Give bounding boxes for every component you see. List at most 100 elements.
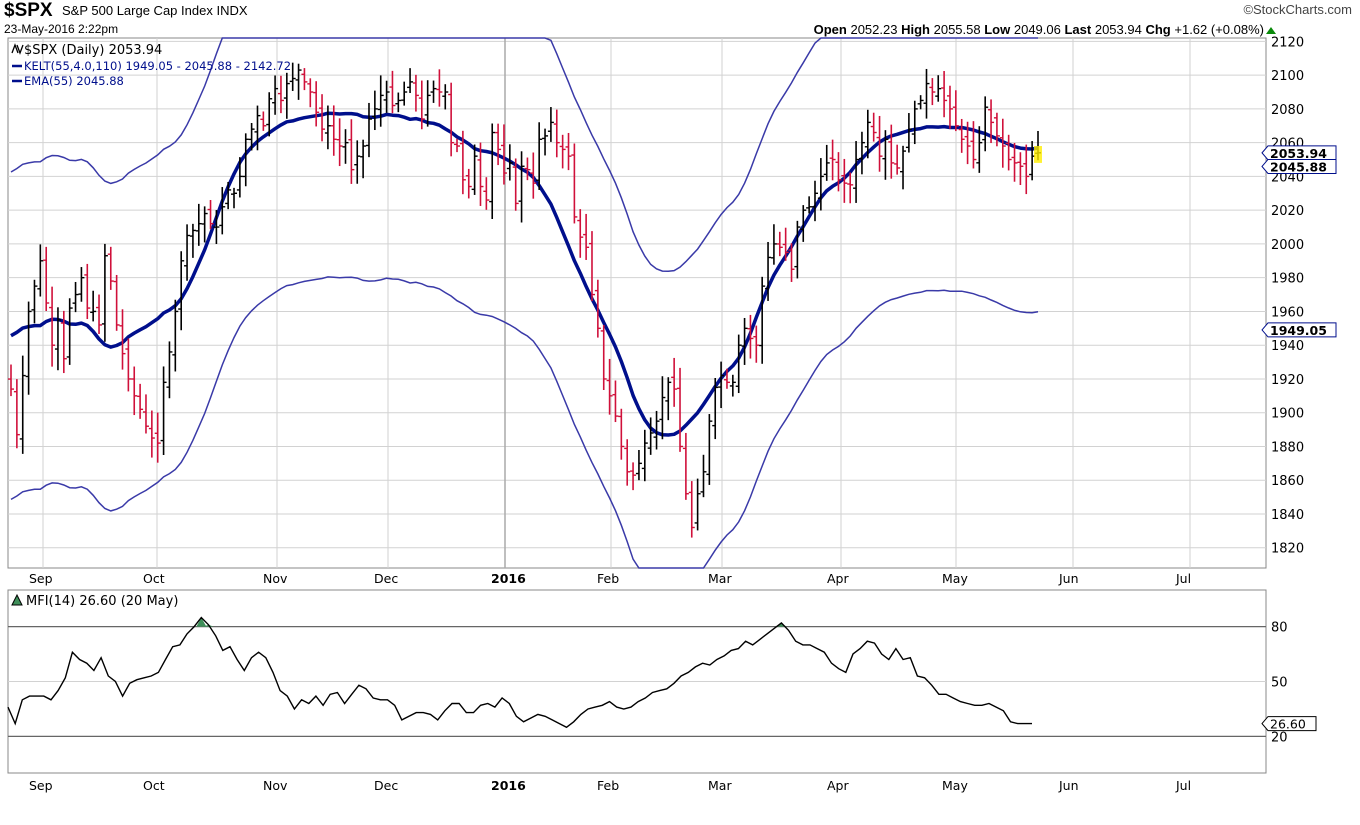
ohlc-bar — [236, 157, 243, 198]
ohlc-bar — [641, 429, 648, 482]
ohlc-bar — [377, 75, 384, 127]
ema-value-tag-box — [1261, 158, 1337, 174]
ohlc-bar — [231, 187, 238, 209]
ohlc-bar — [982, 96, 989, 152]
mfi-tick-label: 80 — [1271, 621, 1288, 636]
ohlc-bar — [917, 95, 924, 110]
ohlc-bar — [195, 203, 202, 246]
ohlc-bar — [870, 112, 877, 142]
ohlc-bar — [553, 109, 560, 158]
ohlc-bar — [436, 69, 443, 107]
ohlc-bar — [729, 374, 736, 397]
ohlc-bar — [653, 410, 660, 450]
open-value: 2052.23 — [850, 22, 898, 37]
ohlc-bar — [225, 182, 232, 210]
keltner-channel — [10, 37, 1039, 569]
ohlc-bar — [477, 142, 484, 206]
ohlc-bar — [401, 81, 408, 106]
ohlc-bar — [600, 324, 607, 390]
ohlc-bar — [72, 281, 79, 313]
mfi-legend: MFI(14) 26.60 (20 May) — [11, 593, 178, 609]
ohlc-bar — [13, 379, 20, 449]
kelt-upper-band — [10, 37, 1038, 273]
ohlc-bar — [54, 307, 61, 371]
ohlc-bar — [588, 231, 595, 302]
ohlc-bar — [254, 105, 261, 151]
ema-value-tag-text: 2045.88 — [1270, 159, 1327, 174]
price-tick-label: 2100 — [1271, 69, 1304, 84]
ohlc-bar — [418, 80, 425, 130]
ohlc-bar — [354, 140, 361, 184]
ohlc-bar — [1017, 152, 1024, 186]
kelt-lower-tag-box — [1261, 322, 1337, 338]
ohlc-bar — [841, 158, 848, 203]
ohlc-bar — [78, 267, 85, 302]
ohlc-bar — [677, 367, 684, 452]
ohlc-bar — [295, 63, 302, 100]
ohlc-bar — [882, 130, 889, 180]
ohlc-bar — [272, 75, 279, 115]
ohlc-bar — [365, 102, 372, 158]
ohlc-bar — [448, 82, 455, 157]
price-tick-label: 2000 — [1271, 238, 1304, 253]
ohlc-bar — [459, 130, 466, 195]
legend-mfi-text: MFI(14) 26.60 (20 May) — [26, 594, 178, 609]
quote-summary: Open 2052.23 High 2055.58 Low 2049.06 La… — [814, 22, 1264, 37]
ohlc-bar — [759, 276, 766, 364]
ohlc-bar — [125, 338, 132, 392]
ohlc-bar — [324, 105, 331, 150]
ohlc-bar — [583, 213, 590, 260]
date-tick-label: Apr — [827, 571, 849, 586]
ohlc-bar — [84, 263, 91, 320]
price-tick-label: 1920 — [1271, 373, 1304, 388]
ohlc-bar — [952, 90, 959, 132]
date-axis: Sep Sep Oct Oct Nov Nov Dec Dec 2016 2016 Feb Feb Ma… — [29, 571, 1191, 793]
mfi-value-tag-box — [1261, 716, 1317, 732]
chart-header: $SPX S&P 500 Large Cap Index INDX 23-May… — [0, 0, 1360, 38]
ohlc-bar — [8, 364, 14, 397]
ohlc-bar — [559, 134, 566, 169]
mfi-panel: 20 50 80 26.60 — [7, 589, 1317, 774]
brand-link[interactable]: ©StockCharts.com — [1243, 2, 1352, 17]
ohlc-bar — [471, 144, 478, 195]
price-tick-label: 1840 — [1271, 508, 1304, 523]
price-tick-label: 1820 — [1271, 542, 1304, 557]
ohlc-bar — [512, 158, 519, 211]
ohlc-bar — [847, 172, 854, 204]
ohlc-bar — [858, 131, 865, 175]
ohlc-bar — [289, 62, 296, 91]
last-bar-highlight — [1034, 146, 1042, 163]
price-panel — [7, 37, 1267, 569]
ohlc-bar — [571, 143, 578, 224]
ohlc-bar — [336, 118, 343, 167]
ohlc-bar — [266, 92, 273, 137]
ohlc-bar — [800, 205, 807, 242]
date-tick-label: Jun — [1058, 571, 1079, 586]
ohlc-bar — [283, 72, 290, 119]
legend-kelt-text: KELT(55,4.0,110) 1949.05 - 2045.88 - 214… — [24, 59, 291, 73]
ohlc-bar — [542, 128, 549, 156]
date-tick-label: Dec — [374, 571, 398, 586]
ohlc-bar — [31, 279, 38, 324]
ohlc-bar — [630, 462, 637, 491]
legend-price-text: $SPX (Daily) 2053.94 — [24, 43, 162, 58]
ohlc-bar — [536, 122, 543, 190]
exchange-label: INDX — [216, 3, 248, 18]
date-tick-label: Feb — [597, 571, 619, 586]
mfi-date-tick-label: Jun — [1058, 778, 1079, 793]
ohlc-bar — [671, 357, 678, 407]
ohlc-bar — [172, 299, 179, 372]
high-value: 2055.58 — [933, 22, 981, 37]
mfi-date-tick-label: May — [942, 778, 968, 793]
price-tick-label: 2120 — [1271, 35, 1304, 50]
ohlc-bar — [577, 209, 584, 258]
ohlc-bar — [495, 123, 502, 166]
ohlc-bar — [770, 224, 777, 265]
ohlc-bar — [101, 243, 108, 342]
ohlc-bar — [765, 241, 772, 301]
date-tick-label: Oct — [143, 571, 165, 586]
ohlc-bar — [811, 180, 818, 222]
ohlc-bar — [319, 94, 326, 142]
ohlc-bar — [606, 358, 613, 415]
ohlc-bar — [565, 132, 572, 171]
